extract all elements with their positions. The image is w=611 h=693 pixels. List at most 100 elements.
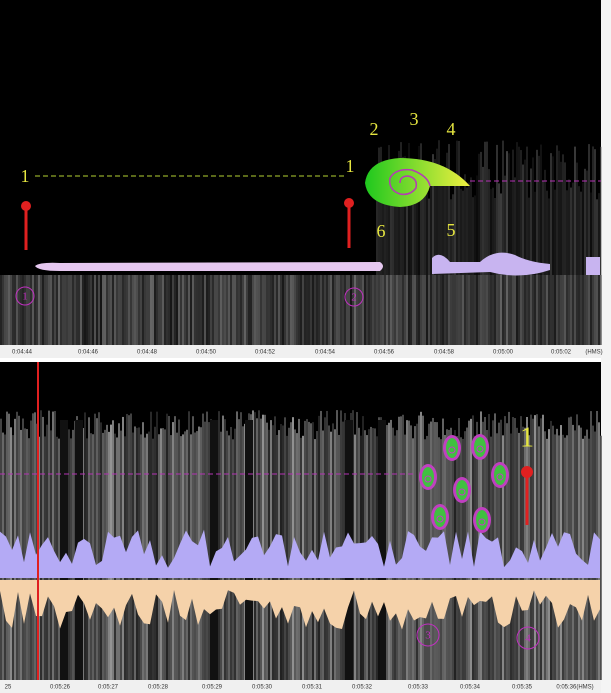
spectrogram-screenshot: 1 1 2 3 4 5 6 1 2 1 3 4 0:04:440:04:460:… bbox=[0, 0, 611, 693]
texture-column bbox=[440, 275, 442, 345]
texture-column bbox=[344, 275, 346, 345]
texture-column bbox=[566, 275, 568, 345]
texture-column bbox=[100, 422, 102, 680]
texture-column bbox=[126, 414, 128, 680]
texture-column bbox=[430, 275, 432, 345]
texture-column bbox=[188, 275, 190, 345]
texture-column bbox=[388, 275, 390, 345]
texture-column bbox=[128, 275, 130, 345]
texture-column bbox=[502, 275, 504, 345]
texture-column bbox=[246, 275, 248, 345]
texture-column bbox=[466, 275, 468, 345]
texture-column bbox=[476, 175, 478, 275]
texture-column bbox=[298, 275, 300, 345]
texture-column bbox=[312, 275, 314, 345]
texture-column bbox=[114, 275, 116, 345]
texture-column bbox=[174, 275, 176, 345]
texture-column bbox=[340, 410, 342, 680]
texture-column bbox=[422, 199, 424, 275]
texture-column bbox=[356, 275, 358, 345]
texture-column bbox=[80, 275, 82, 345]
texture-column bbox=[448, 275, 450, 345]
dark-gap bbox=[60, 420, 68, 680]
texture-column bbox=[14, 275, 16, 345]
texture-column bbox=[572, 275, 574, 345]
texture-column bbox=[400, 416, 402, 680]
texture-column bbox=[324, 275, 326, 345]
texture-column bbox=[558, 151, 560, 275]
texture-column bbox=[60, 275, 62, 345]
texture-column bbox=[386, 275, 388, 345]
texture-column bbox=[202, 275, 204, 345]
pin-head bbox=[21, 201, 31, 211]
texture-column bbox=[170, 275, 172, 345]
texture-column bbox=[508, 275, 510, 345]
texture-column bbox=[132, 275, 134, 345]
texture-column bbox=[590, 275, 592, 345]
texture-column bbox=[536, 275, 538, 345]
texture-column bbox=[240, 412, 242, 680]
texture-column bbox=[342, 275, 344, 345]
texture-column bbox=[470, 177, 472, 275]
texture-column bbox=[600, 436, 602, 680]
texture-column bbox=[264, 415, 266, 680]
texture-column bbox=[316, 275, 318, 345]
texture-column bbox=[468, 275, 470, 345]
texture-column bbox=[8, 275, 10, 345]
texture-column bbox=[98, 412, 100, 680]
annotation: 2 bbox=[351, 292, 357, 304]
texture-column bbox=[382, 275, 384, 345]
texture-column bbox=[512, 275, 514, 345]
texture-column bbox=[568, 275, 570, 345]
time-label: 0:04:48 bbox=[137, 350, 158, 356]
texture-column bbox=[518, 275, 520, 345]
texture-column bbox=[314, 275, 316, 345]
texture-column bbox=[120, 275, 122, 345]
texture-column bbox=[490, 275, 492, 345]
texture-column bbox=[480, 275, 482, 345]
texture-column bbox=[182, 275, 184, 345]
texture-column bbox=[12, 275, 14, 345]
texture-column bbox=[584, 275, 586, 345]
texture-column bbox=[56, 275, 58, 345]
texture-column bbox=[170, 435, 172, 680]
texture-column bbox=[580, 428, 582, 680]
texture-column bbox=[366, 275, 368, 345]
texture-column bbox=[548, 275, 550, 345]
texture-column bbox=[568, 179, 570, 275]
annotation: 2 bbox=[370, 119, 379, 139]
texture-column bbox=[486, 142, 488, 275]
texture-column bbox=[160, 428, 162, 680]
texture-column bbox=[154, 275, 156, 345]
texture-column bbox=[442, 275, 444, 345]
time-label: 0:05:00 bbox=[493, 350, 514, 356]
texture-column bbox=[438, 275, 440, 345]
texture-column bbox=[552, 156, 554, 275]
time-label: 0:05:31 bbox=[302, 685, 323, 691]
texture-column bbox=[372, 275, 374, 345]
texture-column bbox=[478, 275, 480, 345]
texture-column bbox=[210, 275, 212, 345]
texture-column bbox=[70, 438, 72, 680]
texture-column bbox=[448, 144, 450, 275]
texture-column bbox=[136, 275, 138, 345]
texture-column bbox=[542, 275, 544, 345]
texture-column bbox=[480, 152, 482, 275]
texture-column bbox=[414, 275, 416, 345]
time-label: 0:04:54 bbox=[315, 350, 336, 356]
texture-column bbox=[464, 174, 466, 275]
texture-column bbox=[72, 275, 74, 345]
texture-column bbox=[474, 275, 476, 345]
texture-column bbox=[414, 192, 416, 275]
texture-column bbox=[562, 275, 564, 345]
texture-column bbox=[256, 275, 258, 345]
texture-column bbox=[162, 275, 164, 345]
texture-column bbox=[236, 275, 238, 345]
texture-column bbox=[398, 417, 400, 680]
texture-column bbox=[224, 275, 226, 345]
texture-column bbox=[34, 412, 36, 680]
texture-column bbox=[454, 275, 456, 345]
dark-gap bbox=[210, 420, 218, 680]
texture-column bbox=[230, 275, 232, 345]
texture-column bbox=[24, 275, 26, 345]
